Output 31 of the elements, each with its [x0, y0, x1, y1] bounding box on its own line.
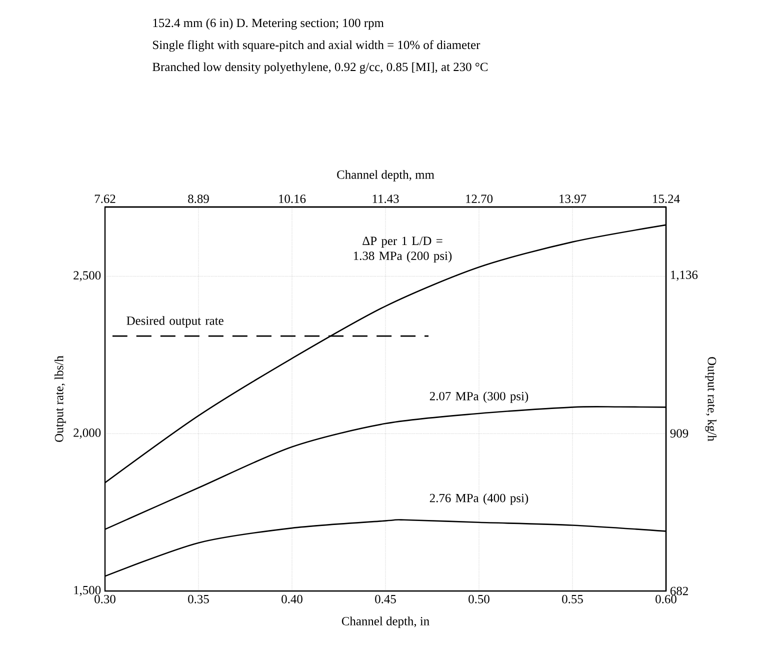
- y2-tick-label: 909: [670, 429, 688, 438]
- series-label: Desired output rate: [126, 316, 224, 328]
- y2-axis-title: Output rate, kg/h: [705, 357, 717, 442]
- x2-tick-label: 15.24: [653, 194, 680, 204]
- chart-title: 152.4 mm (6 in) D. Metering section; 100 rpm: [153, 18, 384, 30]
- x2-tick-label: 8.89: [188, 194, 209, 204]
- text: Branched low density polyethylene, 0.92 g/cc, 0.85 [MI], at 230 °C: [152, 62, 488, 74]
- y2-tick-label: 682: [670, 586, 688, 596]
- y-tick-label: 2,000: [74, 428, 101, 439]
- y-tick-label: 2,500: [74, 271, 101, 282]
- x-tick-label: 0.60: [656, 594, 676, 604]
- x2-tick-label: 10.16: [279, 194, 306, 204]
- y2-tick-label: 1,136: [671, 270, 698, 281]
- x2-tick-label: 12.70: [466, 194, 493, 204]
- x2-axis-title: Channel depth, mm: [337, 170, 434, 182]
- x-tick-label: 0.55: [562, 594, 583, 604]
- series-label: 2.76 MPa (400 psi): [430, 493, 528, 505]
- x-axis-title: Channel depth, in: [342, 616, 430, 628]
- x2-tick-label: 7.62: [94, 194, 116, 204]
- x-tick-label: 0.40: [282, 594, 302, 604]
- x2-tick-label: 11.43: [372, 194, 399, 204]
- x2-tick-label: 13.97: [560, 194, 586, 204]
- y-axis-title: Output rate, lbs/h: [54, 356, 66, 442]
- series-label: 2.07 MPa (300 psi): [430, 392, 528, 403]
- x-tick-label: 0.50: [468, 594, 490, 604]
- series-label: ΔP per 1 L/D = 1.38 MPa (200 psi): [354, 236, 452, 263]
- x-tick-label: 0.35: [188, 594, 209, 604]
- chart-subtitle: Single flight with square-pitch and axial width = 10% of diameter: [153, 40, 480, 52]
- x-tick-label: 0.30: [94, 594, 116, 604]
- y-tick-label: 1,500: [74, 586, 101, 596]
- x-tick-label: 0.45: [375, 594, 396, 604]
